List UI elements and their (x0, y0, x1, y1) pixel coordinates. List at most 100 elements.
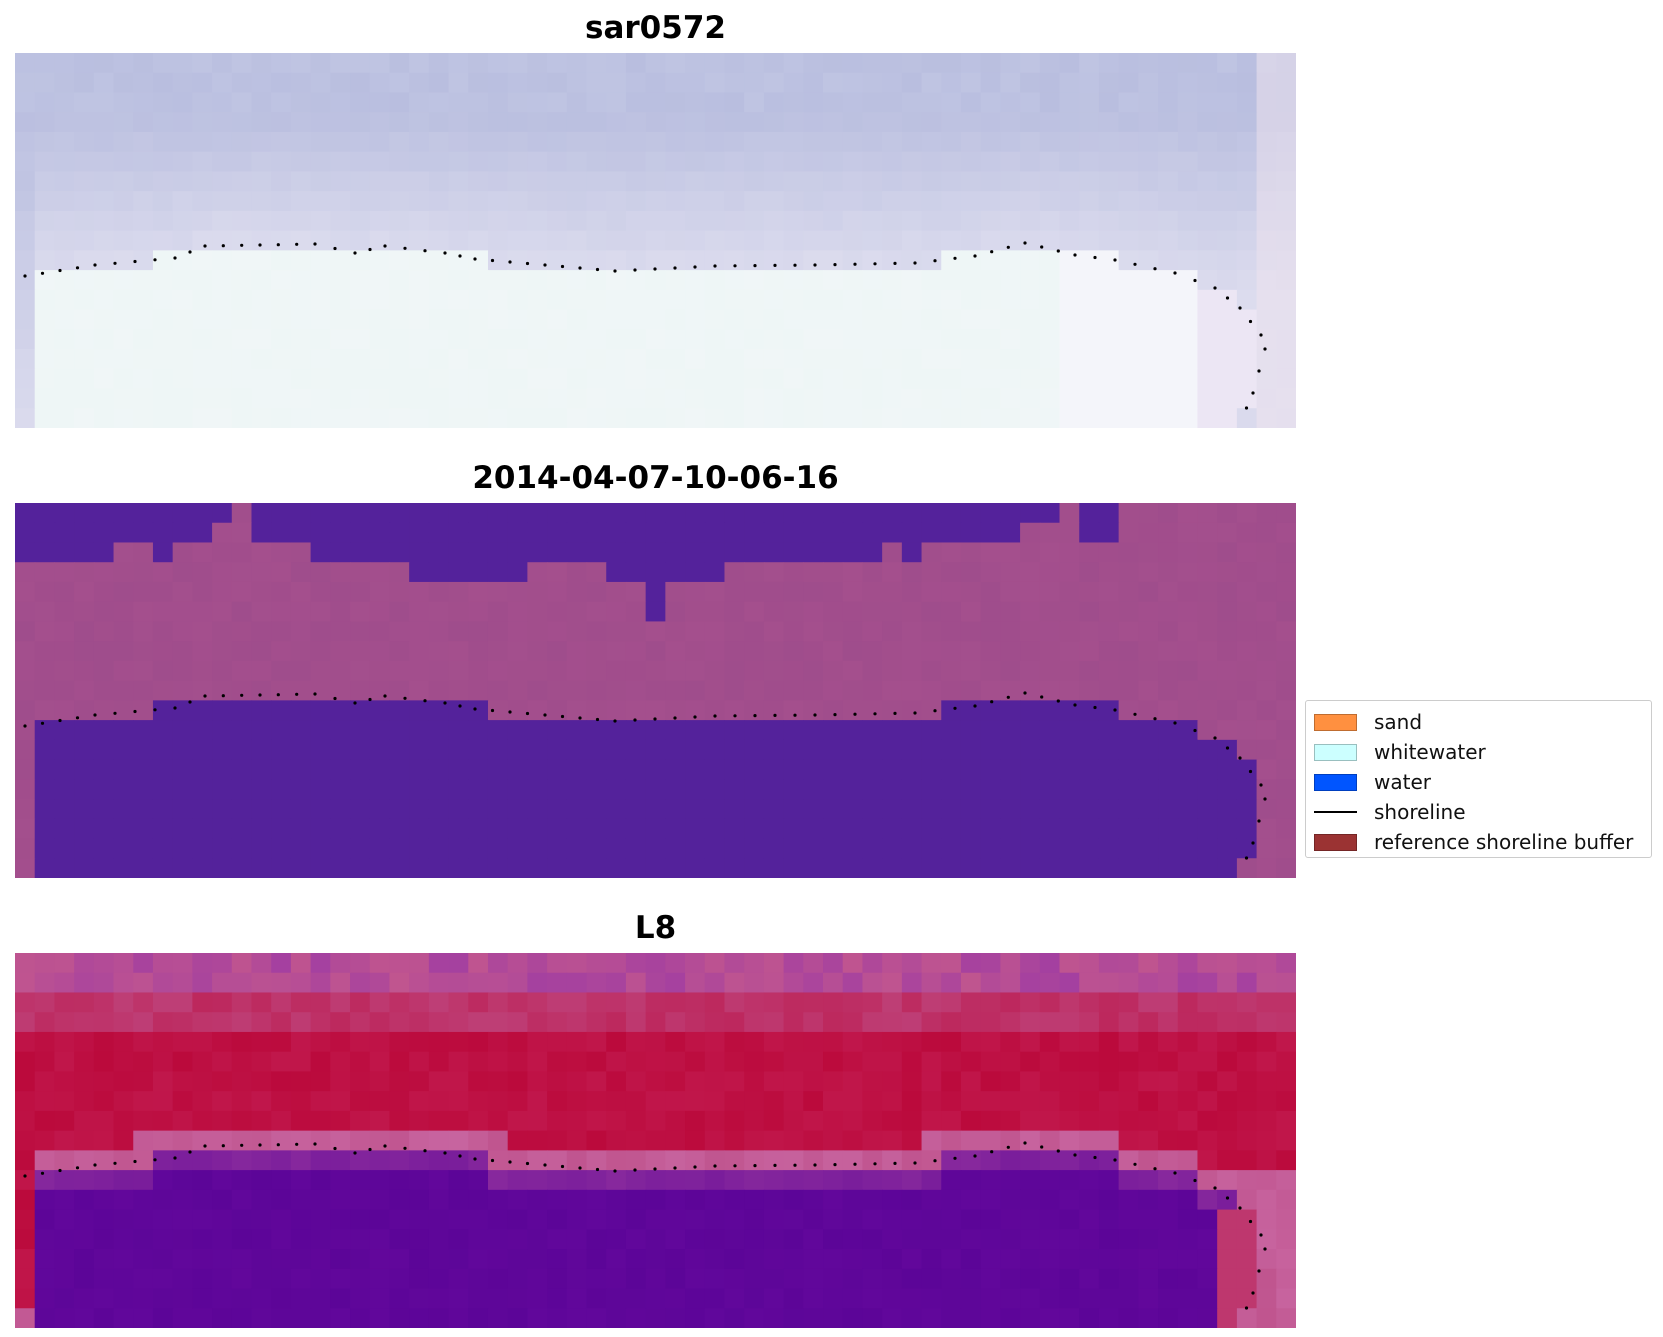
shoreline-point (1213, 736, 1217, 740)
shoreline-point (133, 1159, 137, 1164)
shoreline-point (1238, 1206, 1242, 1210)
shoreline-point (368, 1147, 372, 1152)
shoreline-point (40, 271, 45, 275)
shoreline-point (458, 254, 462, 258)
shoreline-point (633, 268, 637, 272)
shoreline-point (403, 246, 407, 250)
shoreline-point (578, 1166, 582, 1170)
shoreline-point (973, 254, 977, 258)
shoreline-point (1153, 717, 1157, 721)
shoreline-point (1225, 296, 1230, 300)
legend-item-shoreline: shoreline (1314, 797, 1466, 827)
shoreline-point (113, 711, 117, 715)
shoreline-point (473, 707, 477, 711)
sand-swatch (1314, 713, 1357, 731)
shoreline-point (313, 1142, 317, 1146)
shoreline-point (1257, 1269, 1261, 1273)
shoreline-point (458, 1154, 462, 1158)
shoreline-point (1251, 1291, 1255, 1295)
shoreline-point (813, 1163, 817, 1167)
shoreline-point (833, 1163, 837, 1167)
shoreline-point (753, 714, 757, 718)
shoreline-point (833, 263, 837, 267)
shoreline-point (353, 701, 357, 705)
shoreline-point (1173, 1171, 1177, 1175)
shoreline-point (1251, 841, 1255, 845)
shoreline-point (873, 262, 877, 266)
shoreline-point (773, 713, 777, 717)
legend-label: water (1374, 770, 1431, 794)
shoreline-point (58, 1168, 62, 1173)
rgb-image-panel (15, 53, 1296, 428)
shoreline-point (653, 267, 657, 271)
legend-label: whitewater (1374, 740, 1486, 764)
shoreline-point (973, 704, 977, 708)
shoreline-point (423, 1149, 427, 1153)
shoreline-point (313, 692, 317, 696)
shoreline-point (188, 700, 192, 704)
shoreline-point (75, 266, 80, 270)
shoreline-point (240, 693, 244, 697)
shoreline-point (853, 712, 857, 716)
classified-image-panel (15, 503, 1296, 878)
shoreline-point (1113, 708, 1117, 712)
shoreline-point (258, 693, 262, 697)
shoreline-point (295, 692, 299, 696)
shoreline-point (873, 712, 877, 716)
shoreline-point (58, 718, 62, 723)
shoreline-point (713, 1164, 717, 1168)
legend: sand whitewater water shoreline referenc… (1305, 700, 1652, 858)
shoreline-point (508, 1160, 512, 1164)
legend-label: shoreline (1374, 800, 1466, 824)
shoreline-points (23, 241, 1267, 410)
shoreline-point (221, 694, 225, 698)
shoreline-point (1248, 769, 1253, 774)
shoreline-point (490, 258, 495, 263)
shoreline-point (973, 1154, 977, 1158)
shoreline-point (443, 251, 447, 255)
shoreline-point (1113, 258, 1117, 262)
shoreline-point (595, 267, 600, 272)
shoreline-point (1173, 271, 1177, 275)
shoreline-point (1263, 797, 1267, 801)
shoreline-point (1244, 856, 1249, 860)
shoreline-point (1056, 1149, 1060, 1153)
shoreline-point (560, 264, 565, 269)
shoreline-point (1133, 1162, 1137, 1166)
shoreline-point (1193, 1178, 1197, 1183)
shoreline-point (23, 274, 27, 278)
shoreline-point (525, 261, 530, 266)
shoreline-point (1193, 728, 1197, 733)
shoreline-point (613, 269, 617, 273)
shoreline-point (543, 713, 547, 717)
shoreline-point (893, 1161, 897, 1165)
shoreline-point (933, 1159, 937, 1163)
panel-title-index: L8 (634, 910, 677, 946)
shoreline-point (1238, 756, 1242, 760)
shoreline-point (353, 1151, 357, 1155)
shoreline-point (793, 1163, 797, 1167)
shoreline-point (1257, 819, 1261, 823)
shoreline-point (203, 244, 207, 248)
shoreline-point (1263, 347, 1267, 351)
reference-buffer-swatch (1314, 833, 1357, 851)
shoreline-point (693, 1165, 697, 1169)
shoreline-point (933, 259, 937, 263)
shoreline-point (188, 250, 192, 254)
shoreline-point (833, 713, 837, 717)
shoreline-point (693, 265, 697, 269)
legend-label: sand (1374, 710, 1423, 734)
shoreline-point (773, 263, 777, 267)
shoreline-point (673, 266, 677, 270)
shoreline-point (1006, 695, 1010, 699)
shoreline-point (633, 718, 637, 722)
shoreline-point (673, 716, 677, 720)
shoreline-point (75, 1166, 80, 1170)
shoreline-point (913, 261, 917, 265)
shoreline-point (93, 713, 97, 717)
shoreline-point (1251, 391, 1255, 395)
shoreline-point (1056, 699, 1060, 703)
shoreline-point (240, 1143, 244, 1147)
shoreline-point (653, 1167, 657, 1171)
shoreline-point (333, 696, 337, 701)
